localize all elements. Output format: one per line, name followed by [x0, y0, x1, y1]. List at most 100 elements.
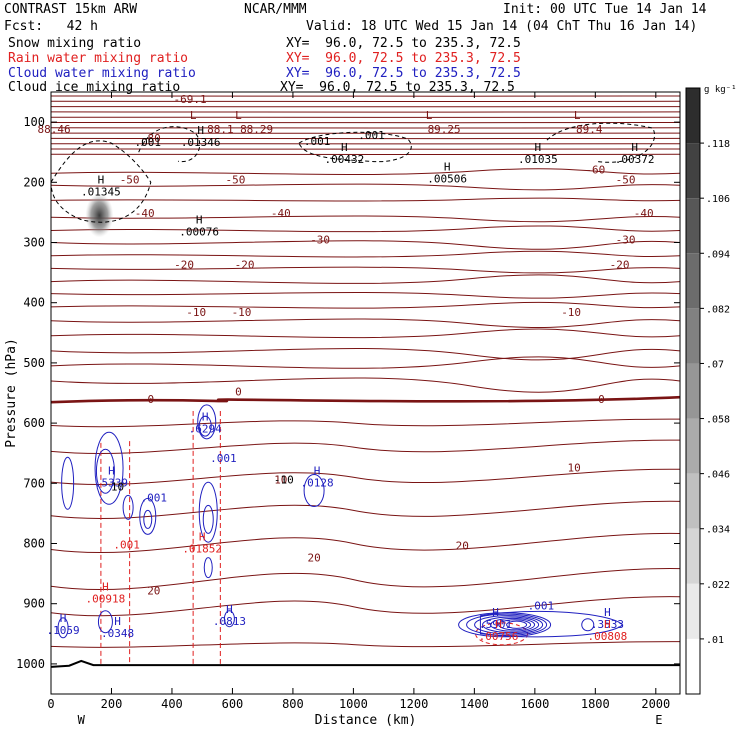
cloud-ice-contour — [546, 122, 655, 163]
contour-value-label: .001 — [210, 452, 237, 465]
maximum-value: .01035 — [518, 153, 558, 166]
isotherm-line — [50, 215, 681, 223]
surface-line — [50, 659, 680, 668]
isotherm-label: 89.4 — [576, 123, 603, 136]
colorbar-swatch — [686, 528, 700, 584]
isotherm-label: 0 — [598, 393, 605, 406]
colorbar-swatch — [686, 308, 700, 364]
maximum-mark: H — [604, 618, 611, 631]
cloud-water-contour — [143, 509, 153, 529]
isotherm-label: -20 — [235, 258, 255, 271]
colorbar-swatch — [686, 583, 700, 639]
cloud-water-contour — [202, 504, 214, 534]
contour-value-label: .001 — [113, 538, 140, 551]
isotherm-line — [50, 568, 681, 591]
isotherm-label: -50 — [120, 174, 140, 187]
isotherm-label: -10 — [561, 306, 581, 319]
y-tick-label: 900 — [23, 597, 45, 611]
maximum-value: .0128 — [301, 476, 334, 489]
y-tick-label: 400 — [23, 296, 45, 310]
x-axis-label: Distance (km) — [315, 713, 417, 728]
maximum-mark: H — [341, 141, 348, 154]
cloud-water-contour — [198, 481, 218, 543]
maximum-value: .01852 — [182, 543, 222, 556]
isotherm-label: -80 — [141, 132, 161, 145]
colorbar-swatch — [686, 363, 700, 419]
isotherm-line — [50, 111, 681, 113]
isotherm-line — [50, 377, 681, 393]
cloud-water-contour — [223, 610, 235, 628]
maximum-mark: H — [631, 141, 638, 154]
isotherm-line — [50, 318, 681, 328]
low-mark: L — [190, 109, 197, 122]
isotherm-label: -60 — [585, 163, 605, 176]
isotherm-label: -50 — [226, 174, 246, 187]
isotherm-line — [50, 532, 681, 554]
maximum-mark: H — [102, 580, 109, 593]
isotherm-line — [50, 116, 681, 118]
isotherm-label: 88.46 — [37, 123, 70, 136]
isotherm-label: 10 — [274, 473, 287, 486]
x-tick-label: 400 — [161, 697, 183, 711]
isotherm-line — [50, 153, 681, 156]
cloud-water-contour — [581, 618, 595, 632]
hydrometeor-contours — [50, 122, 655, 664]
x-tick-label: 1800 — [581, 697, 610, 711]
plot-area — [50, 95, 681, 668]
valid-time: Valid: 18 UTC Wed 15 Jan 14 (04 ChT Thu … — [306, 19, 698, 34]
x-tick-label: 2000 — [641, 697, 670, 711]
colorbar-tick-label: .118 — [706, 139, 730, 150]
isotherm-label: -69.1 — [174, 93, 207, 106]
isotherm-line — [50, 142, 681, 145]
isotherm-line — [50, 500, 681, 520]
model-title: CONTRAST 15km ARW — [4, 2, 138, 17]
cloud-ice-contour — [298, 131, 412, 163]
contour-value-label: .001 — [135, 136, 162, 149]
colorbar: g kg⁻¹ .118 .106 .094 .082 .07 .058 .046 .034 .02… — [685, 85, 737, 695]
maximum-value: .0348 — [101, 627, 134, 640]
isotherm-line — [50, 418, 681, 428]
x-tick-label: 200 — [101, 697, 123, 711]
isotherm-label: -20 — [174, 258, 194, 271]
snow-shading — [85, 193, 114, 238]
y-tick-label: 300 — [23, 236, 45, 250]
maximum-value: .5901 — [479, 618, 512, 631]
isotherm-line — [50, 266, 681, 274]
cloud-water-contour — [95, 448, 115, 494]
low-mark: L — [426, 109, 433, 122]
colorbar-swatch — [686, 253, 700, 309]
contour-value-label: .001 — [141, 491, 168, 504]
colorbar-tick-label: .07 — [706, 359, 724, 370]
y-tick-label: 800 — [23, 537, 45, 551]
maximum-value: .00918 — [86, 592, 126, 605]
field-cloudwater-name: Cloud water mixing ratio — [8, 66, 196, 81]
cloud-water-contour — [490, 617, 536, 632]
cloud-water-contour — [203, 557, 213, 579]
maximum-mark: H — [314, 464, 321, 477]
isotherm-line — [50, 274, 681, 284]
x-tick-label: 1000 — [339, 697, 368, 711]
colorbar-swatch — [686, 198, 700, 254]
isotherm-label: -10 — [186, 306, 206, 319]
maximum-mark: H — [199, 531, 206, 544]
isotherm-line — [50, 356, 681, 369]
colorbar-tick-label: .094 — [706, 249, 730, 260]
isotherm-label: 89.25 — [428, 123, 461, 136]
isotherm-line — [50, 301, 681, 309]
isotherm-line — [50, 121, 681, 124]
isotherm-label: -40 — [634, 207, 654, 220]
maximum-value: .00808 — [588, 630, 628, 643]
colorbar-tick-label: .106 — [706, 194, 730, 205]
cloud-water-contour — [506, 620, 528, 629]
colorbar-tick-label: .01 — [706, 635, 724, 646]
isotherm-label: 10 — [568, 461, 581, 474]
colorbar-tick-label: .082 — [706, 304, 730, 315]
maximum-mark: H — [108, 464, 115, 477]
maximum-mark: H — [114, 615, 121, 628]
maximum-value: .6294 — [189, 423, 222, 436]
isotherm-label: -30 — [616, 234, 636, 247]
maximum-value: .00076 — [179, 225, 219, 238]
colorbar-swatch — [686, 473, 700, 529]
colorbar-swatch — [686, 143, 700, 199]
